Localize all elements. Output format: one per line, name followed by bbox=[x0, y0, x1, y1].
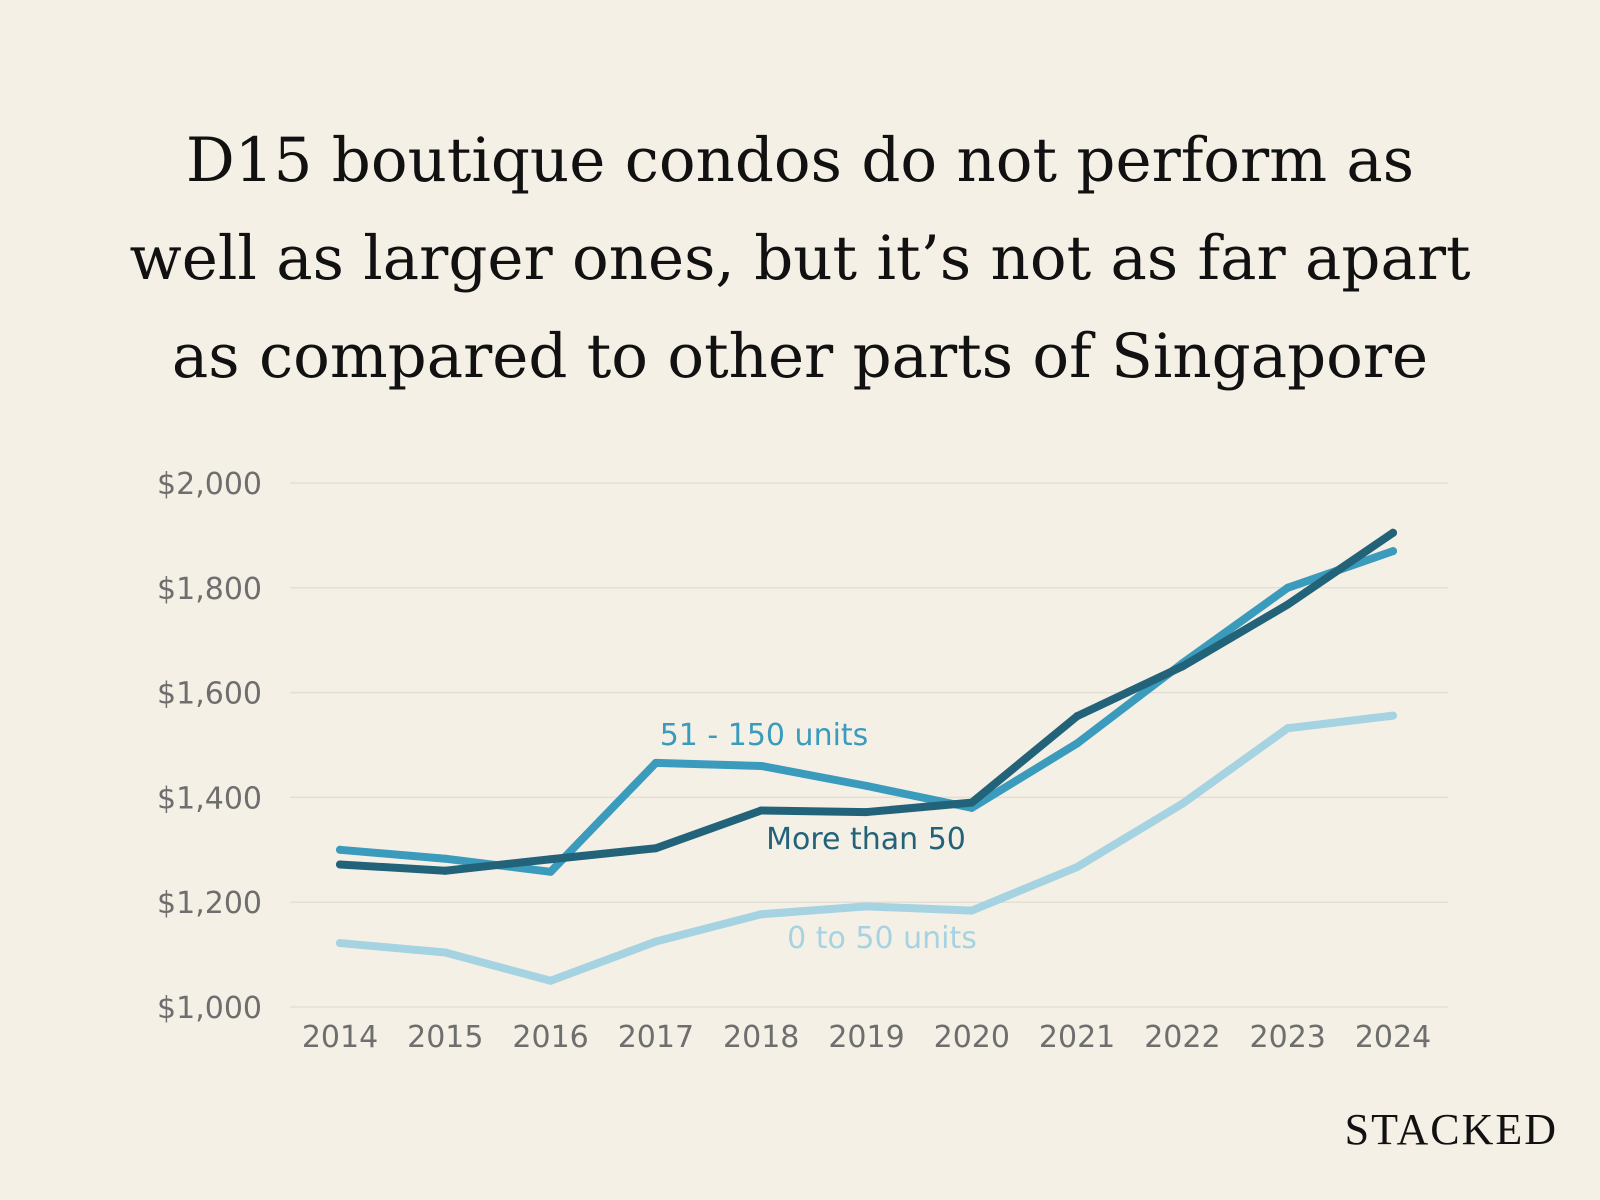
series-lines bbox=[336, 528, 1397, 985]
x-tick-label: 2022 bbox=[1144, 1020, 1220, 1055]
chart-title-line-3: as compared to other parts of Singapore bbox=[171, 321, 1429, 392]
data-point bbox=[967, 906, 976, 915]
data-point bbox=[1389, 711, 1397, 720]
data-point bbox=[1283, 724, 1292, 733]
x-tick-label: 2018 bbox=[723, 1020, 799, 1055]
data-point bbox=[1073, 712, 1082, 721]
series-label: More than 50 bbox=[766, 822, 966, 857]
x-tick-label: 2015 bbox=[407, 1020, 483, 1055]
y-axis-tick-labels: $2,000 $1,800 $1,600 $1,400 $1,200 $1,000 bbox=[157, 467, 262, 1026]
x-tick-label: 2021 bbox=[1039, 1020, 1115, 1055]
series-label: 0 to 50 units bbox=[787, 921, 977, 956]
y-tick-label: $1,800 bbox=[157, 572, 262, 607]
series-0 bbox=[336, 711, 1397, 985]
series-labels: 0 to 50 units 51 - 150 units More than 50 bbox=[660, 718, 977, 956]
data-point bbox=[862, 902, 871, 911]
series-label: 51 - 150 units bbox=[660, 718, 869, 753]
x-tick-label: 2014 bbox=[302, 1020, 378, 1055]
data-point bbox=[757, 806, 766, 815]
data-point bbox=[546, 976, 555, 985]
data-point bbox=[441, 854, 450, 863]
data-point bbox=[336, 860, 344, 869]
y-tick-label: $1,000 bbox=[157, 991, 262, 1026]
data-point bbox=[1283, 583, 1292, 592]
data-point bbox=[651, 937, 660, 946]
data-point bbox=[546, 855, 555, 864]
data-point bbox=[1178, 662, 1187, 671]
series-1 bbox=[336, 547, 1397, 876]
y-tick-label: $1,600 bbox=[157, 677, 262, 712]
y-tick-label: $1,400 bbox=[157, 781, 262, 816]
data-point bbox=[1389, 547, 1397, 556]
data-point bbox=[862, 781, 871, 790]
x-tick-label: 2017 bbox=[618, 1020, 694, 1055]
data-point bbox=[1073, 739, 1082, 748]
data-point bbox=[862, 808, 871, 817]
y-tick-label: $1,200 bbox=[157, 886, 262, 921]
data-point bbox=[1389, 528, 1397, 537]
data-point bbox=[651, 758, 660, 767]
data-point bbox=[336, 939, 344, 948]
x-tick-label: 2020 bbox=[934, 1020, 1010, 1055]
data-point bbox=[757, 761, 766, 770]
data-point bbox=[546, 867, 555, 876]
data-point bbox=[441, 948, 450, 957]
x-tick-label: 2023 bbox=[1250, 1020, 1326, 1055]
data-point bbox=[1283, 600, 1292, 609]
chart-title-line-1: D15 boutique condos do not perform as bbox=[185, 125, 1415, 196]
x-tick-label: 2019 bbox=[828, 1020, 904, 1055]
data-point bbox=[336, 845, 344, 854]
data-point bbox=[1178, 799, 1187, 808]
gridlines bbox=[290, 482, 1448, 1008]
data-point bbox=[651, 844, 660, 853]
x-axis-tick-labels: 2014 2015 2016 2017 2018 2019 2020 2021 2022 2023… bbox=[302, 1020, 1431, 1055]
chart-title-line-2: well as larger ones, but it’s not as far… bbox=[129, 223, 1471, 294]
data-point bbox=[441, 866, 450, 875]
series-2 bbox=[336, 528, 1397, 875]
series-line bbox=[336, 528, 1397, 875]
x-tick-label: 2016 bbox=[512, 1020, 588, 1055]
chart-title: D15 boutique condos do not perform as we… bbox=[0, 112, 1600, 406]
data-point bbox=[757, 910, 766, 919]
brand-logo: STACKED bbox=[1344, 1105, 1558, 1154]
data-point bbox=[1073, 863, 1082, 872]
x-tick-label: 2024 bbox=[1355, 1020, 1431, 1055]
data-point bbox=[967, 798, 976, 807]
y-tick-label: $2,000 bbox=[157, 467, 262, 502]
